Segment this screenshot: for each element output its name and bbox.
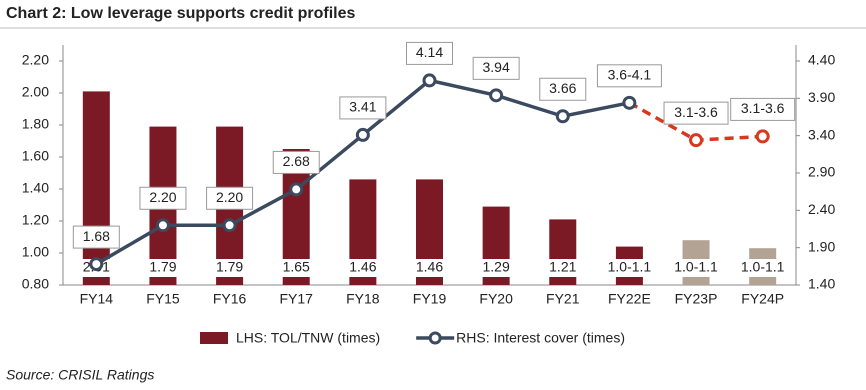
bar-label-box: [404, 259, 455, 277]
y2-tick-label: 3.90: [808, 89, 835, 105]
line-marker: [555, 109, 570, 124]
y2-tick-label: 4.40: [808, 52, 835, 68]
y2-tick-label: 2.90: [808, 164, 835, 180]
y2-tick-label: 1.90: [808, 238, 835, 254]
bar-value-label: 1.0-1.1: [741, 259, 785, 275]
x-tick-label: FY20: [479, 291, 513, 307]
bar-value-label: 1.79: [149, 259, 176, 275]
line-value-label: 3.6-4.1: [608, 67, 652, 83]
line-marker: [422, 73, 437, 88]
bar-value-label: 1.29: [483, 259, 510, 275]
x-tick-label: FY24P: [741, 291, 784, 307]
bar-value-label: 1.0-1.1: [674, 259, 718, 275]
x-tick-label: FY23P: [675, 291, 718, 307]
y-tick-label: 2.20: [22, 52, 49, 68]
line-label-box: [139, 186, 187, 210]
y2-tick-label: 1.40: [808, 276, 835, 292]
line-marker: [355, 127, 370, 142]
x-tick-label: FY22E: [608, 291, 651, 307]
line-label-box: [539, 77, 587, 101]
line-value-label: 3.1-3.6: [674, 104, 718, 120]
line-value-label: 3.41: [349, 99, 376, 115]
line-marker: [289, 182, 304, 197]
y-tick-label: 1.40: [22, 180, 49, 196]
x-tick-label: FY14: [80, 291, 114, 307]
bar-label-box: [604, 259, 655, 277]
legend-label: RHS: Interest cover (times): [456, 330, 625, 346]
line-marker: [222, 218, 237, 233]
x-tick-label: FY19: [413, 291, 447, 307]
bar-value-label: 1.65: [283, 259, 310, 275]
y-tick-label: 2.00: [22, 84, 49, 100]
legend-label: LHS: TOL/TNW (times): [236, 330, 380, 346]
x-tick-label: FY16: [213, 291, 247, 307]
line-label-box: [339, 96, 387, 120]
line-marker: [689, 133, 704, 148]
y-tick-label: 0.80: [22, 276, 49, 292]
y-tick-label: 1.60: [22, 148, 49, 164]
line-label-box: [730, 97, 796, 121]
bar-label-box: [671, 259, 722, 277]
line-value-label: 4.14: [416, 44, 443, 60]
bar-label-box: [271, 259, 322, 277]
legend-swatch: [200, 332, 228, 344]
bar-label-box: [137, 259, 188, 277]
line-value-label: 1.68: [83, 228, 110, 244]
x-tick-label: FY17: [279, 291, 313, 307]
bar-value-label: 1.46: [349, 259, 376, 275]
bar-value-label: 1.0-1.1: [608, 259, 652, 275]
bar-label-box: [537, 259, 588, 277]
line-value-label: 3.1-3.6: [741, 100, 785, 116]
y-tick-label: 1.80: [22, 116, 49, 132]
y-tick-label: 1.20: [22, 212, 49, 228]
line-label-box: [596, 64, 662, 88]
bar-value-label: 1.79: [216, 259, 243, 275]
line-label-box: [406, 41, 453, 65]
line-label-box: [272, 150, 320, 174]
x-tick-label: FY15: [146, 291, 180, 307]
y2-tick-label: 2.40: [808, 201, 835, 217]
line-marker: [89, 257, 104, 272]
bar-label-box: [737, 259, 788, 277]
line-label-box: [472, 56, 520, 80]
bar-value-label: 1.46: [416, 259, 443, 275]
x-tick-label: FY21: [546, 291, 580, 307]
chart-title: Chart 2: Low leverage supports credit pr…: [6, 5, 356, 22]
line-marker: [489, 88, 504, 103]
line-value-label: 3.66: [549, 80, 576, 96]
line-marker: [755, 129, 770, 144]
y-tick-label: 1.00: [22, 244, 49, 260]
bar: [82, 91, 110, 286]
y2-tick-label: 3.40: [808, 126, 835, 142]
bar-value-label: 1.21: [549, 259, 576, 275]
legend-marker: [428, 331, 442, 345]
line-marker: [155, 218, 170, 233]
line-value-label: 3.94: [483, 59, 510, 75]
line-label-box: [663, 101, 729, 125]
line-value-label: 2.68: [283, 153, 310, 169]
bar-label-box: [337, 259, 388, 277]
line-label-box: [72, 225, 120, 249]
source-note: Source: CRISIL Ratings: [6, 367, 154, 383]
bar-label-box: [204, 259, 255, 277]
line-value-label: 2.20: [216, 189, 243, 205]
x-tick-label: FY18: [346, 291, 380, 307]
line-marker: [622, 95, 637, 110]
bar-label-box: [471, 259, 522, 277]
line-label-box: [206, 186, 254, 210]
line-value-label: 2.20: [149, 189, 176, 205]
